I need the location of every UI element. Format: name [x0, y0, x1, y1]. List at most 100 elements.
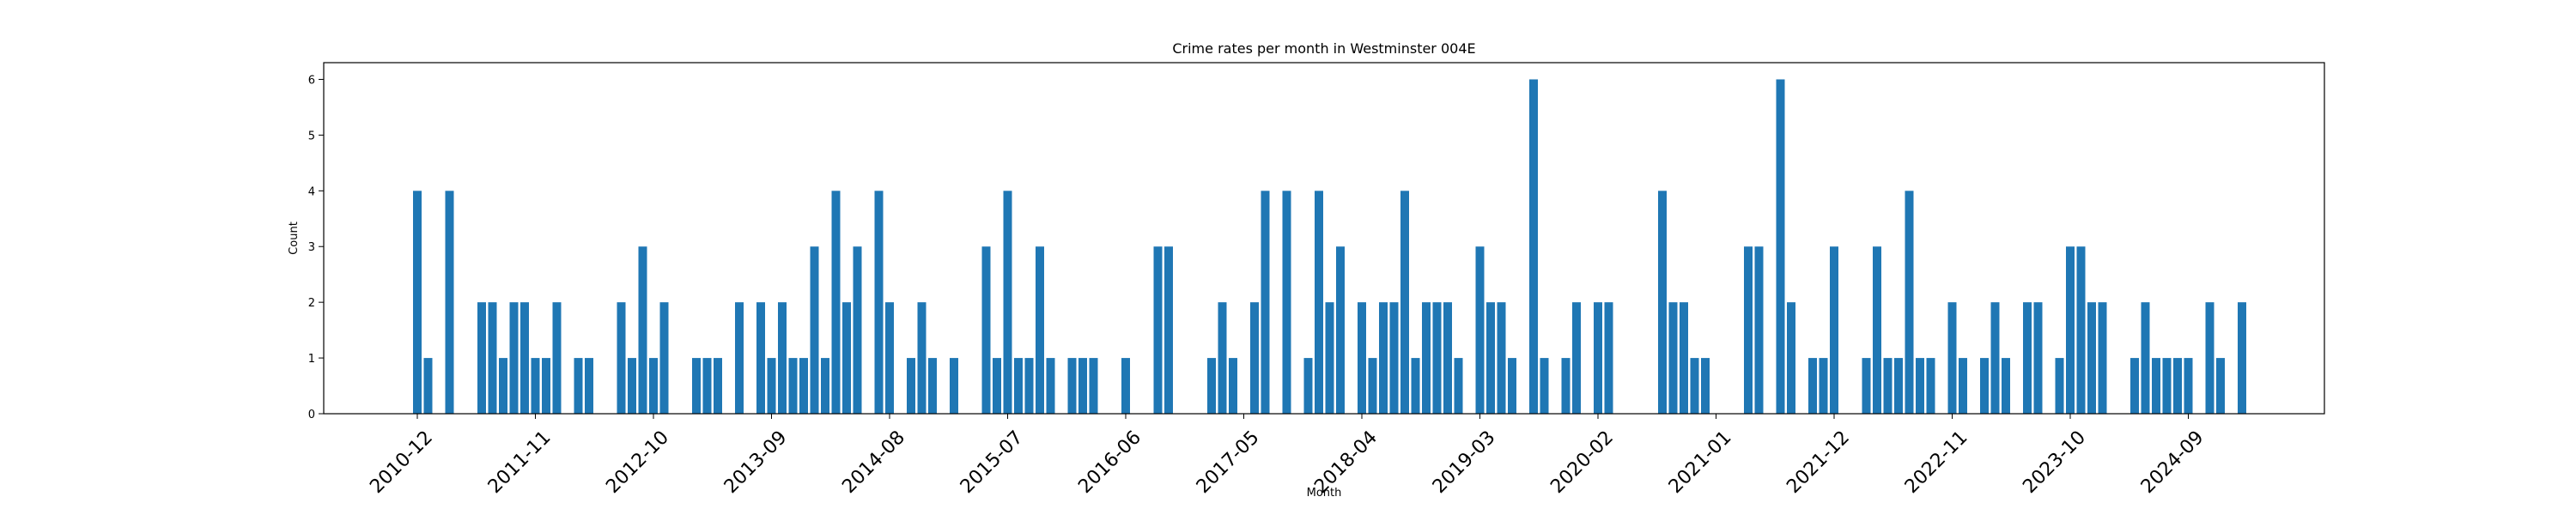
bar-2020-12: [1701, 358, 1710, 414]
bar-2020-08: [1658, 191, 1667, 415]
bar-2014-07: [874, 191, 884, 415]
bar-2018-02: [1336, 246, 1345, 414]
bar-2013-06: [735, 302, 744, 414]
x-tick-label: 2017-05: [1193, 427, 1264, 498]
bar-2015-11: [1046, 358, 1055, 414]
bar-2023-11: [2076, 246, 2086, 414]
bar-2012-04: [585, 358, 593, 414]
bar-2021-04: [1744, 246, 1753, 414]
bar-2023-06: [2023, 302, 2032, 414]
bar-2011-09: [509, 302, 519, 414]
bar-2011-10: [520, 302, 529, 414]
bar-2016-01: [1067, 358, 1077, 414]
bar-2023-10: [2066, 246, 2075, 414]
x-tick-label: 2020-02: [1546, 427, 1618, 498]
x-tick-label: 2021-01: [1665, 427, 1736, 498]
bar-2024-09: [2184, 358, 2193, 414]
bar-2024-11: [2205, 302, 2215, 414]
bar-2015-02: [950, 358, 958, 414]
bar-2014-08: [885, 302, 894, 414]
x-tick-label: 2019-03: [1429, 427, 1500, 498]
bar-2019-04: [1486, 302, 1495, 414]
bar-2021-05: [1754, 246, 1764, 414]
y-tick-label: 3: [308, 241, 315, 254]
bar-2018-10: [1422, 302, 1431, 414]
bar-2015-10: [1036, 246, 1044, 414]
y-tick-label: 4: [308, 185, 315, 198]
bar-2019-01: [1454, 358, 1463, 414]
bar-2024-04: [2130, 358, 2139, 414]
bar-2022-08: [1916, 358, 1924, 414]
bar-2020-09: [1668, 302, 1678, 414]
bar-2011-06: [477, 302, 486, 414]
bar-2014-11: [917, 302, 927, 414]
bar-2011-08: [499, 358, 507, 414]
y-tick-label: 1: [308, 353, 315, 366]
bar-2017-09: [1282, 191, 1291, 415]
bar-2011-01: [423, 358, 433, 414]
bar-2018-06: [1379, 302, 1388, 414]
bar-2018-04: [1358, 302, 1366, 414]
bar-2019-05: [1497, 302, 1506, 414]
bar-2017-12: [1315, 191, 1323, 415]
x-tick-label: 2022-11: [1901, 427, 1972, 498]
bar-2018-09: [1411, 358, 1420, 414]
bar-2015-08: [1014, 358, 1023, 414]
x-tick-label: 2010-12: [366, 427, 437, 498]
y-tick-label: 2: [308, 297, 315, 310]
bar-2018-12: [1443, 302, 1452, 414]
bar-2014-01: [810, 246, 819, 414]
bar-2021-12: [1830, 246, 1838, 414]
bar-2013-10: [778, 302, 787, 414]
bar-2012-10: [649, 358, 658, 414]
bar-2015-07: [1003, 191, 1012, 415]
bar-2012-03: [574, 358, 583, 414]
bar-2013-12: [799, 358, 808, 414]
bar-2021-11: [1819, 358, 1828, 414]
x-axis: 2010-12 2011-11 2012-10 2013-09 2014-08 2015-…: [366, 414, 2208, 498]
x-tick-label: 2023-10: [2019, 427, 2090, 498]
bar-2015-06: [993, 358, 1001, 414]
bar-2014-03: [831, 191, 841, 415]
bar-2017-06: [1250, 302, 1259, 414]
bar-2012-09: [638, 246, 647, 414]
bar-2012-07: [617, 302, 626, 414]
x-tick-label: 2024-09: [2137, 427, 2208, 498]
bar-2021-07: [1776, 79, 1785, 414]
bar-2017-07: [1261, 191, 1270, 415]
bar-2018-07: [1389, 302, 1399, 414]
bar-2020-02: [1594, 302, 1602, 414]
bar-2016-02: [1078, 358, 1087, 414]
bar-2019-06: [1508, 358, 1516, 414]
bar-2020-03: [1604, 302, 1613, 414]
y-axis: 0 1 2 3 4 5 6: [308, 74, 324, 421]
bar-2010-12: [413, 191, 422, 415]
bar-2011-07: [488, 302, 497, 414]
bar-2016-09: [1153, 246, 1163, 414]
x-tick-label: 2012-10: [602, 427, 673, 498]
bar-2014-05: [853, 246, 862, 414]
y-tick-label: 6: [308, 74, 315, 87]
y-tick-label: 5: [308, 130, 315, 142]
bar-2024-07: [2162, 358, 2172, 414]
bar-2018-01: [1325, 302, 1334, 414]
bar-2024-12: [2216, 358, 2225, 414]
bar-2023-02: [1980, 358, 1989, 414]
bar-2024-06: [2152, 358, 2160, 414]
bar-2022-06: [1894, 358, 1903, 414]
bar-2022-04: [1873, 246, 1881, 414]
bar-2014-02: [821, 358, 829, 414]
bar-2014-10: [907, 358, 915, 414]
y-tick-label: 0: [308, 409, 315, 421]
bar-2012-01: [552, 302, 562, 414]
bar-2025-02: [2238, 302, 2246, 414]
bar-2021-10: [1808, 358, 1817, 414]
bar-2018-11: [1432, 302, 1442, 414]
bar-2019-03: [1475, 246, 1485, 414]
bar-2023-03: [1990, 302, 2000, 414]
bar-2014-12: [928, 358, 937, 414]
bar-2019-11: [1561, 358, 1571, 414]
x-tick-label: 2021-12: [1783, 427, 1854, 498]
bar-2017-02: [1207, 358, 1216, 414]
